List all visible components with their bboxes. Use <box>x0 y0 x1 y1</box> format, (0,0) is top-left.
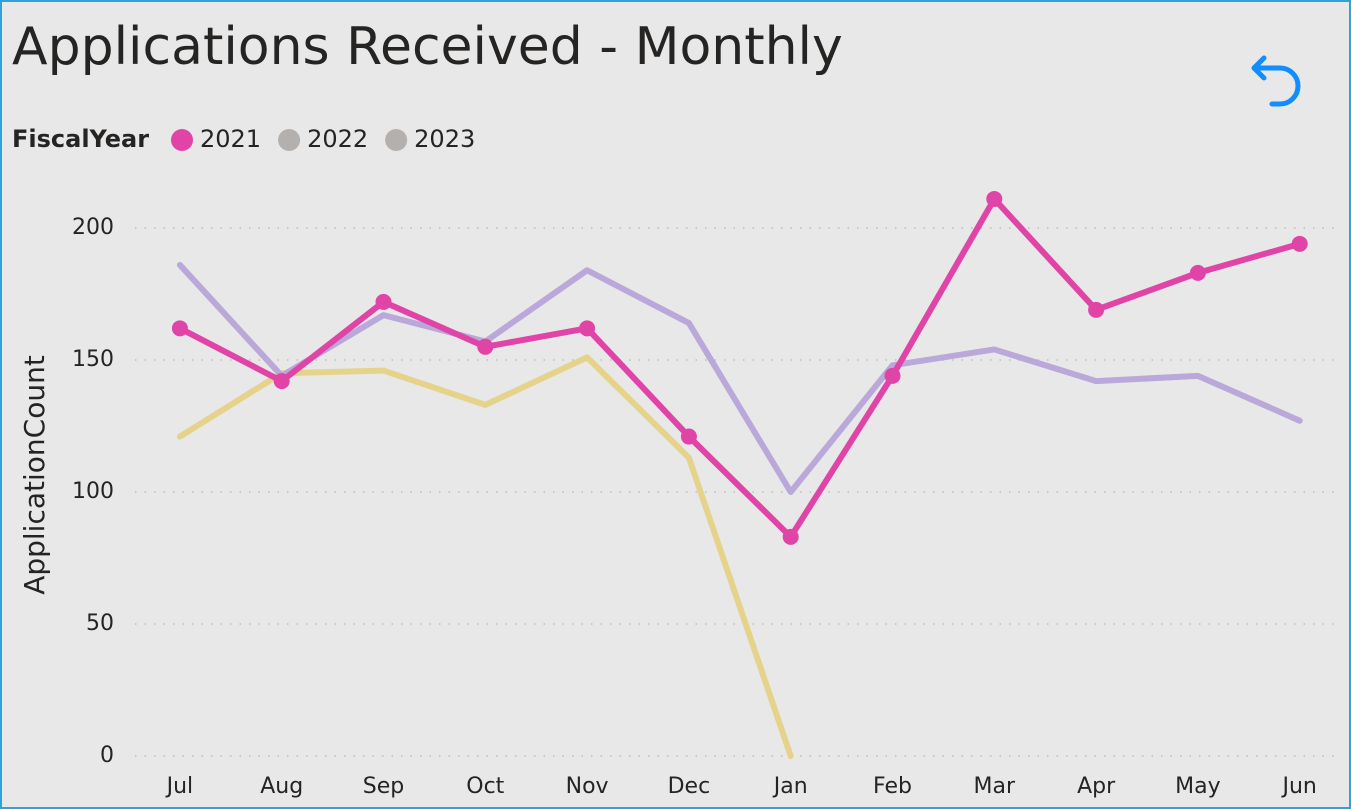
legend-label: 2022 <box>307 125 368 153</box>
x-tick-label: May <box>1175 774 1220 799</box>
x-tick-label: Jan <box>772 774 808 799</box>
legend-marker <box>278 129 301 151</box>
data-point <box>477 338 494 355</box>
y-tick-label: 100 <box>72 479 114 504</box>
x-tick-label: Jul <box>165 774 194 799</box>
data-point <box>375 293 392 310</box>
x-tick-label: Feb <box>873 774 912 799</box>
legend-marker <box>171 129 193 151</box>
y-axis-label: ApplicationCount <box>18 355 51 595</box>
undo-arrow-body <box>1252 65 1301 107</box>
series-line <box>176 261 1303 495</box>
data-point <box>986 190 1003 207</box>
legend-title: FiscalYear <box>12 125 149 153</box>
x-tick-label: Oct <box>466 774 504 799</box>
data-point <box>579 320 596 337</box>
x-tick-label: Jun <box>1281 774 1317 799</box>
y-tick-label: 200 <box>72 215 114 240</box>
data-point <box>1291 235 1308 252</box>
x-tick-label: Nov <box>566 774 609 799</box>
legend-marker <box>385 129 408 151</box>
data-point <box>273 373 290 390</box>
legend-label: 2023 <box>414 125 475 153</box>
y-tick-label: 150 <box>72 347 114 372</box>
legend-label: 2021 <box>200 125 261 153</box>
x-tick-label: Apr <box>1077 774 1116 799</box>
x-tick-label: Aug <box>260 774 303 799</box>
x-tick-label: Sep <box>363 774 404 799</box>
data-point <box>782 528 799 545</box>
y-tick-label: 0 <box>100 743 114 768</box>
y-tick-label: 50 <box>86 611 114 636</box>
chart-title: Applications Received - Monthly <box>12 17 843 77</box>
x-tick-label: Dec <box>668 774 711 799</box>
x-tick-label: Mar <box>974 774 1016 799</box>
data-point <box>884 367 901 384</box>
data-point <box>1189 264 1206 281</box>
data-point <box>680 428 697 445</box>
data-point <box>1088 301 1105 318</box>
undo-button[interactable] <box>1251 55 1301 107</box>
series-line <box>176 195 1303 540</box>
data-point <box>171 320 188 337</box>
